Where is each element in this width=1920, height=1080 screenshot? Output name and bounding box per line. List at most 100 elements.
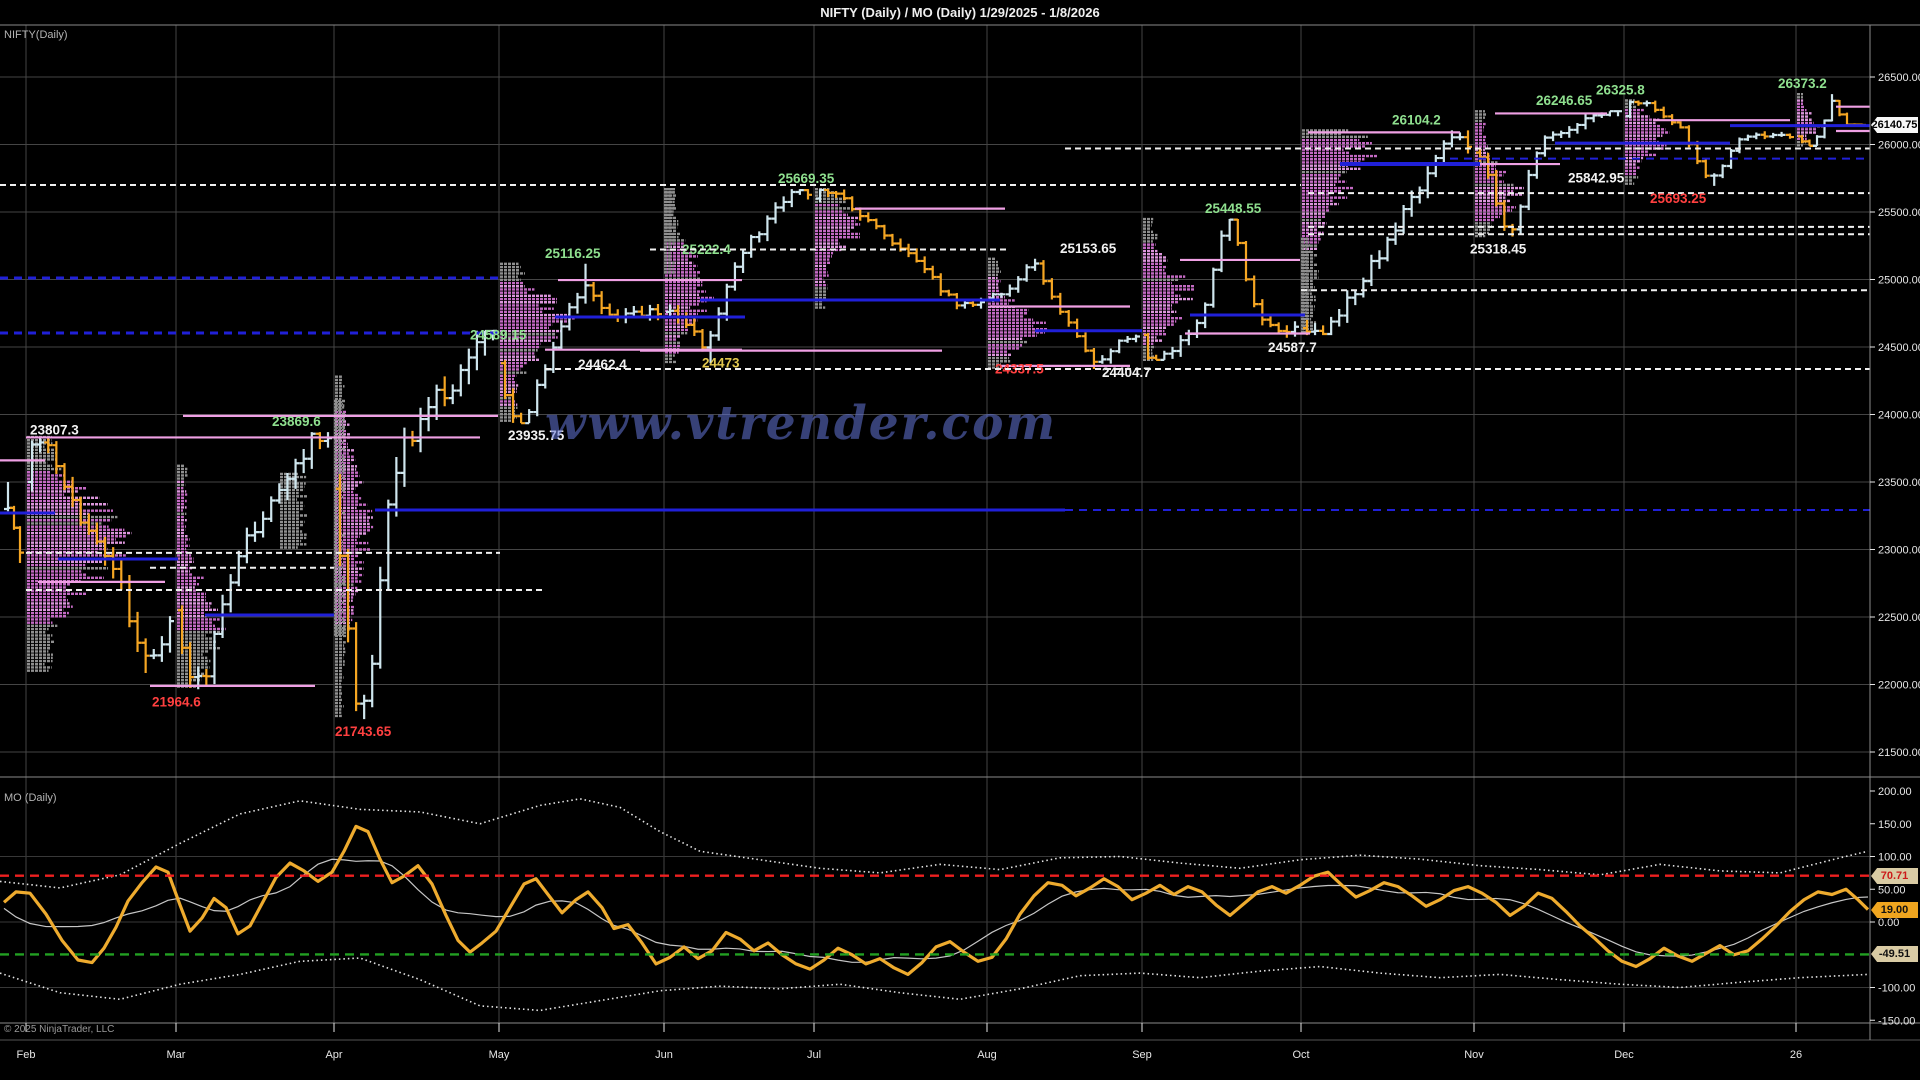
price-bar — [1798, 135, 1806, 144]
axes: 26500.00 26000.00 25500.00 25000.00 24500.00… — [0, 24, 1920, 1080]
price-bar — [1115, 339, 1124, 354]
price-tick-label: 24500.00 — [1878, 342, 1920, 354]
price-bar — [1184, 329, 1193, 346]
price-bar — [1743, 134, 1752, 141]
price-bar — [28, 440, 36, 492]
month-label: May — [489, 1049, 510, 1061]
price-bar — [1718, 164, 1727, 179]
chart-title: NIFTY (Daily) / MO (Daily) 1/29/2025 - 1… — [820, 5, 1100, 20]
price-bar — [795, 188, 804, 195]
mo-oscillator — [0, 798, 1870, 1012]
price-bar — [392, 457, 401, 517]
price-bar — [10, 505, 18, 530]
price-bar — [384, 499, 393, 591]
price-bar — [1549, 131, 1558, 142]
price-bar — [376, 566, 385, 669]
price-bar — [1242, 240, 1250, 282]
price-bar — [149, 649, 158, 660]
price-bar — [1642, 100, 1651, 107]
price-bar — [1634, 100, 1643, 106]
price-bar — [581, 263, 590, 304]
price-annotation: 26246.65 — [1536, 93, 1593, 108]
price-bar — [60, 463, 69, 491]
price-bar — [1282, 325, 1291, 338]
price-bar — [283, 473, 292, 501]
time-axis[interactable] — [0, 1023, 1870, 1080]
price-bar — [1064, 310, 1073, 327]
price-bar — [840, 189, 849, 201]
price-bar — [1557, 130, 1566, 139]
price-bar — [1327, 316, 1336, 336]
price-annotation: 25318.45 — [1470, 242, 1527, 257]
price-bar — [1081, 332, 1090, 353]
price-bar — [1407, 190, 1416, 217]
price-annotation: 23869.6 — [272, 414, 321, 429]
price-bar — [698, 329, 707, 352]
last-price-badge: 26140.75 — [1871, 117, 1918, 133]
price-bar — [501, 360, 509, 400]
price-bar — [1152, 354, 1161, 361]
price-bar — [936, 273, 945, 296]
price-bar — [101, 536, 110, 566]
price-bar — [1828, 94, 1836, 122]
daily-bars — [4, 94, 1866, 720]
price-bar — [1760, 131, 1769, 140]
price-annotation: 25693.25 — [1650, 191, 1707, 206]
price-annotation: 26325.8 — [1596, 83, 1645, 98]
price-tick-label: 23000.00 — [1878, 545, 1920, 557]
price-annotation: 25153.65 — [1060, 241, 1117, 256]
price-bar — [1484, 152, 1493, 179]
mo-tick-label: -100.00 — [1878, 983, 1915, 995]
price-tick-label: 22000.00 — [1878, 680, 1920, 692]
price-bar — [1500, 200, 1509, 231]
price-bar — [84, 513, 93, 535]
price-bar — [1651, 100, 1660, 113]
price-annotation: 24589.15 — [470, 327, 527, 342]
price-bar — [1835, 99, 1844, 117]
price-annotation: 23807.3 — [30, 423, 79, 438]
price-annotations: 23807.3 23869.6 21964.6 21743.65 25116.25 239… — [30, 76, 1827, 739]
gridlines — [0, 25, 1870, 1023]
price-bar — [714, 307, 723, 341]
price-bar — [1399, 204, 1408, 234]
price-bar — [1431, 154, 1440, 178]
price-bar — [1659, 106, 1668, 119]
price-annotation: 25116.25 — [545, 246, 601, 261]
price-tick-label: 25000.00 — [1878, 275, 1920, 287]
price-bar — [920, 256, 929, 274]
price-bar — [722, 283, 731, 321]
price-bar — [157, 636, 166, 662]
price-bar — [872, 218, 881, 230]
price-bar — [336, 474, 344, 567]
price-bar — [324, 432, 332, 448]
price-annotation: 24462.4 — [578, 357, 627, 372]
price-bar — [1439, 140, 1448, 165]
price-bar — [1581, 112, 1590, 130]
price-bar — [16, 526, 24, 563]
price-bar — [1132, 334, 1140, 343]
price-bar — [1710, 173, 1719, 186]
price-bar — [1005, 284, 1014, 297]
price-tick-label: 22500.00 — [1878, 612, 1920, 624]
price-bar — [1752, 132, 1761, 140]
price-bar — [1258, 299, 1267, 326]
price-bar — [1516, 204, 1525, 235]
month-label: Aug — [977, 1049, 997, 1061]
mo-tick-label: 200.00 — [1878, 786, 1912, 798]
mo-lower-band — [0, 957, 1869, 1012]
price-annotation: 26373.2 — [1778, 76, 1827, 91]
mo-tick-label: 100.00 — [1878, 852, 1912, 864]
price-bar — [1735, 137, 1744, 154]
price-bar — [1565, 126, 1574, 138]
price-bar — [912, 248, 921, 263]
price-bar — [242, 527, 251, 564]
price-bar — [525, 409, 534, 425]
price-bar — [360, 694, 369, 720]
price-bar — [597, 291, 606, 315]
month-label: Sep — [1132, 1049, 1152, 1061]
price-bar — [997, 292, 1006, 298]
mo-main-line — [2, 824, 1870, 976]
month-label: Nov — [1464, 1049, 1484, 1061]
